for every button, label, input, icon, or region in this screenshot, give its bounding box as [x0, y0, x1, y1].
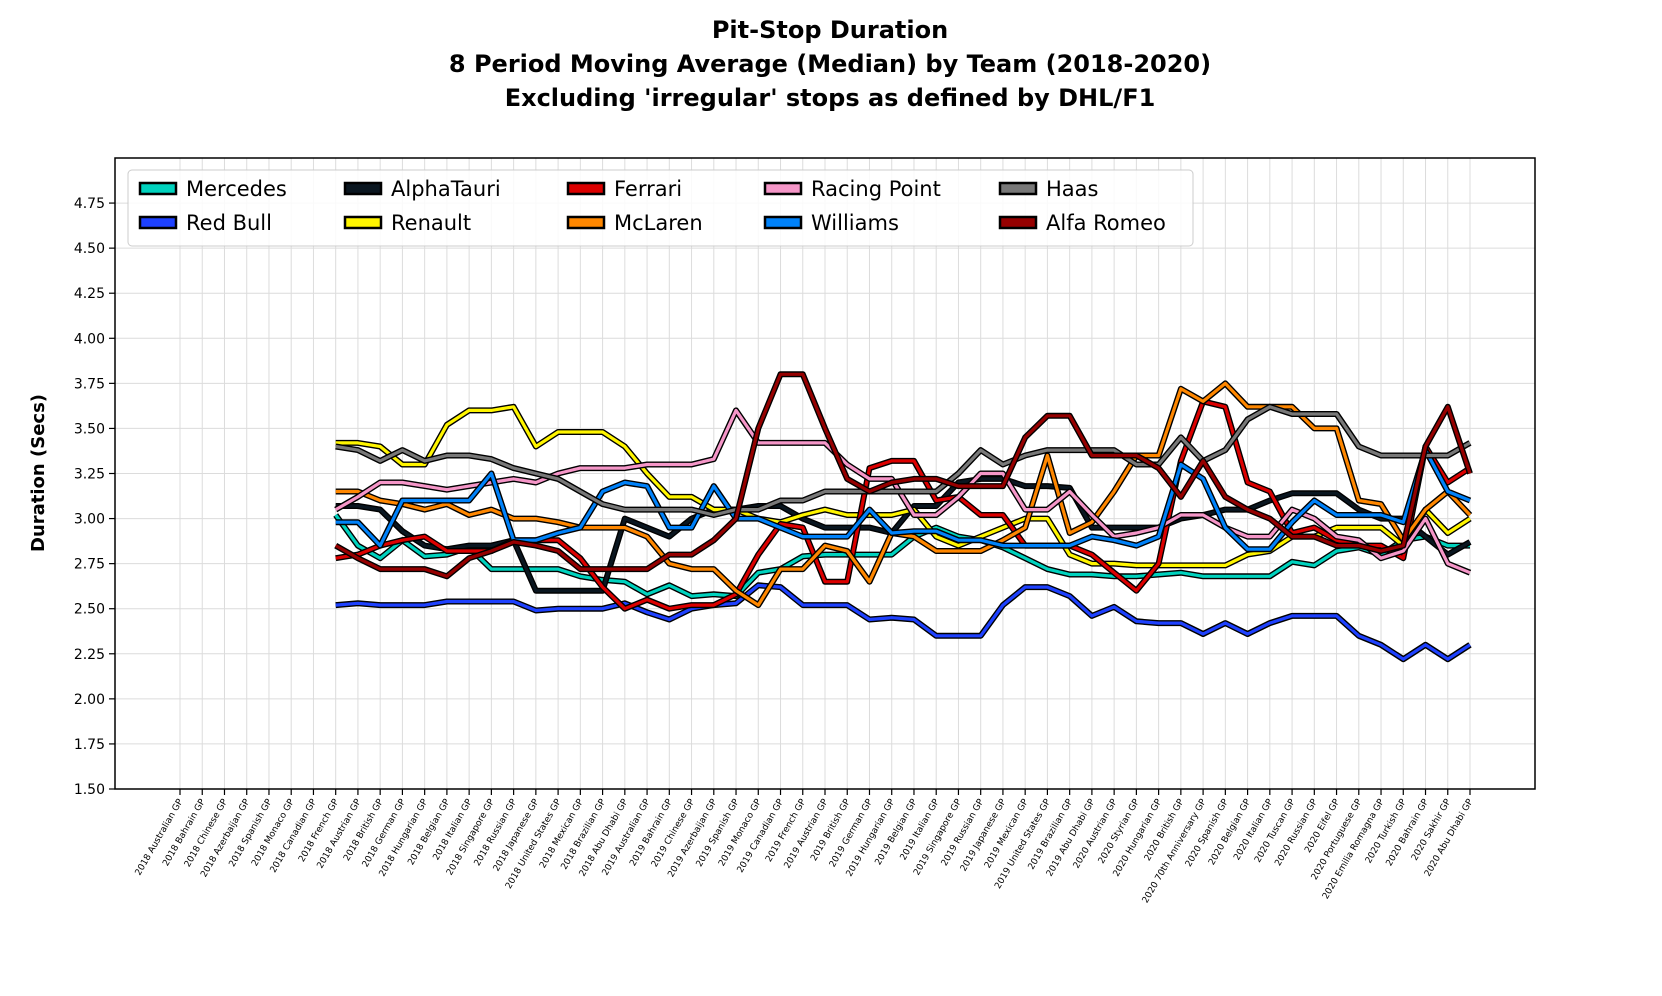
legend-swatch-alfa-romeo: [998, 215, 1038, 230]
series-line-haas: [335, 405, 1471, 517]
legend-label-williams: Williams: [811, 211, 899, 235]
legend-swatch-racing-point: [763, 181, 803, 196]
legend-swatch-mclaren: [566, 215, 606, 230]
y-tick-label: 2.25: [74, 647, 105, 663]
legend-label-red-bull: Red Bull: [186, 211, 272, 235]
series-line-red-bull: [335, 583, 1471, 661]
legend-swatch-alphatauri: [343, 181, 383, 196]
legend-swatch-mercedes: [138, 181, 178, 196]
series-line-williams: [335, 448, 1471, 551]
series-line-alfa-romeo: [334, 372, 1472, 578]
series-line-alphatauri: [335, 477, 1471, 593]
legend-label-ferrari: Ferrari: [614, 177, 682, 201]
series-outline-red-bull: [335, 582, 1472, 663]
legend-swatch-red-bull: [138, 215, 178, 230]
series-line-renault: [335, 405, 1471, 568]
legend-swatch-williams: [763, 215, 803, 230]
legend-label-racing-point: Racing Point: [811, 177, 941, 201]
series-outline-ferrari: [335, 398, 1472, 612]
y-tick-label: 1.75: [74, 737, 105, 753]
legend-swatch-renault: [343, 215, 383, 230]
legend-box: [127, 169, 1194, 247]
series-outline-mercedes: [333, 513, 1470, 600]
legend-label-haas: Haas: [1046, 177, 1098, 201]
legend-swatch-haas: [998, 181, 1038, 196]
y-axis-label: Duration (Secs): [28, 394, 49, 552]
series-line-racing-point: [334, 408, 1471, 575]
series-line-mercedes: [334, 514, 1470, 598]
y-tick-label: 4.75: [74, 196, 105, 212]
legend-label-alphatauri: AlphaTauri: [391, 177, 501, 201]
legend-swatch-ferrari: [566, 181, 606, 196]
chart-title-line-1: Pit-Stop Duration: [712, 16, 948, 44]
series-line-ferrari: [335, 399, 1471, 611]
y-axis: 1.50 1.75 2.00 2.25 2.50 2.75 3.00 3.25 3.50 3.75…: [74, 196, 115, 798]
y-tick-label: 3.25: [74, 467, 105, 483]
y-tick-label: 4.50: [74, 241, 105, 257]
y-tick-label: 3.00: [74, 512, 105, 528]
legend-label-mclaren: McLaren: [614, 211, 703, 235]
y-tick-label: 2.00: [74, 692, 105, 708]
y-tick-label: 3.75: [74, 376, 105, 392]
legend-label-alfa-romeo: Alfa Romeo: [1046, 211, 1166, 235]
y-tick-label: 2.50: [74, 602, 105, 618]
y-tick-label: 4.25: [74, 286, 105, 302]
series-lines: [333, 371, 1473, 663]
legend-label-renault: Renault: [391, 211, 471, 235]
legend: Mercedes Red Bull AlphaTauri Renault Ferrari…: [127, 169, 1194, 247]
y-tick-label: 3.50: [74, 421, 105, 437]
chart-title-line-3: Excluding 'irregular' stops as defined b…: [505, 84, 1156, 112]
y-tick-label: 2.75: [74, 557, 105, 573]
chart-title-line-2: 8 Period Moving Average (Median) by Team…: [449, 50, 1211, 78]
grid: [115, 158, 1535, 790]
y-tick-label: 4.00: [74, 331, 105, 347]
y-tick-label: 1.50: [74, 782, 105, 798]
legend-label-mercedes: Mercedes: [186, 177, 287, 201]
